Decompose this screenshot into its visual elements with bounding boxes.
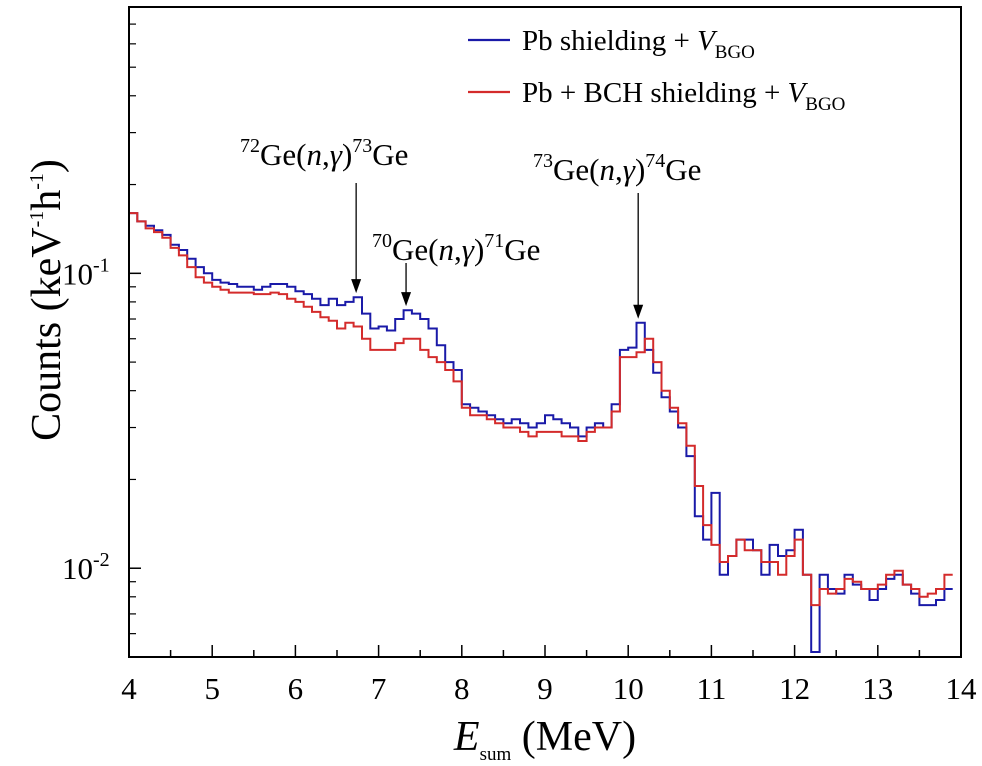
axis-ticks (128, 6, 962, 658)
annotation-label-72ge: 72Ge(n,γ)73Ge (240, 135, 408, 172)
x-tick-label: 8 (454, 671, 470, 706)
x-tick-label: 5 (204, 671, 220, 706)
legend-label-pb: Pb shielding + VBGO (522, 25, 755, 63)
annotation-73ge: 73Ge(n,γ)74Ge (533, 150, 701, 319)
x-tick-label: 10 (613, 671, 644, 706)
y-tick-label: 10-2 (62, 549, 110, 586)
annotation-arrowhead-70ge (401, 292, 412, 307)
x-tick-label: 11 (696, 671, 726, 706)
annotation-70ge: 70Ge(n,γ)71Ge (372, 230, 540, 307)
x-tick-label: 7 (371, 671, 387, 706)
legend-label-pb-bch: Pb + BCH shielding + VBGO (522, 77, 845, 115)
y-tick-labels: 10-1 10-2 (62, 254, 110, 586)
x-tick-label: 14 (946, 671, 978, 706)
x-tick-label: 12 (779, 671, 810, 706)
y-axis-title: Counts (keV-1h-1) (24, 159, 70, 441)
legend: Pb shielding + VBGO Pb + BCH shielding +… (468, 25, 845, 115)
data-series (129, 212, 953, 653)
x-tick-label: 9 (537, 671, 553, 706)
annotation-72ge: 72Ge(n,γ)73Ge (240, 135, 408, 294)
x-tick-label: 13 (862, 671, 893, 706)
series-pb-shielding (129, 212, 953, 653)
plot-frame (128, 6, 962, 658)
annotation-arrowhead-72ge (351, 279, 362, 294)
x-tick-labels: 4 5 6 7 8 9 10 11 12 13 14 (121, 671, 977, 706)
annotation-label-70ge: 70Ge(n,γ)71Ge (372, 230, 540, 267)
x-axis-title: Esum (MeV) (453, 714, 636, 765)
annotation-arrowhead-73ge (633, 304, 644, 319)
x-tick-label: 6 (288, 671, 304, 706)
x-tick-label: 4 (121, 671, 137, 706)
y-tick-label: 10-1 (62, 254, 110, 291)
annotation-label-73ge: 73Ge(n,γ)74Ge (533, 150, 701, 187)
series-pb-bch-shielding (129, 212, 953, 607)
